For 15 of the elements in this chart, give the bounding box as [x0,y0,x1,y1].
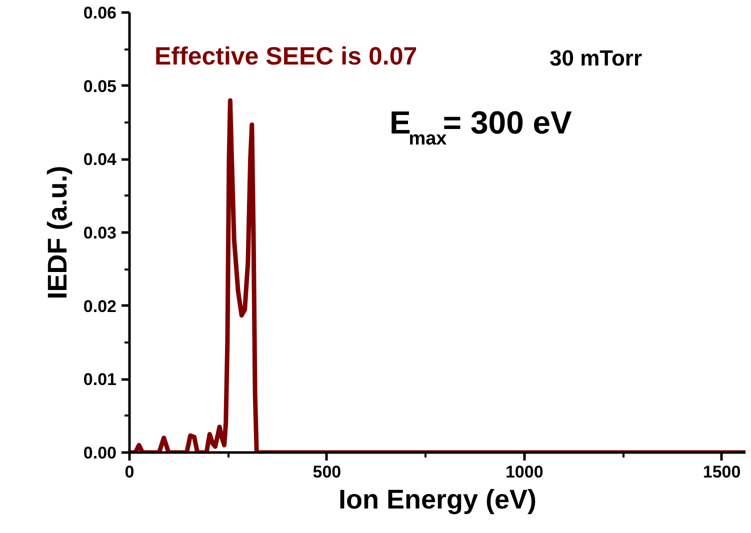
y-tick-label: 0.06 [83,4,117,22]
y-tick-label: 0.00 [83,444,117,462]
y-tick-label: 0.01 [83,370,117,390]
x-tick-label: 500 [312,462,342,482]
x-tick-label: 1500 [702,462,741,482]
y-tick-label: 0.03 [83,224,117,242]
x-tick-label: 1000 [505,462,544,482]
annotation: Effective SEEC is 0.07 [154,42,418,70]
x-tick-label: 0 [124,462,134,482]
y-axis-title: IEDF (a.u.) [42,166,72,300]
y-tick-label: 0.02 [83,296,117,316]
x-axis-title: Ion Energy (eV) [338,484,537,514]
annotation: 30 mTorr [550,46,642,70]
y-tick-label: 0.04 [83,150,118,170]
y-tick-label: 0.05 [83,76,117,96]
